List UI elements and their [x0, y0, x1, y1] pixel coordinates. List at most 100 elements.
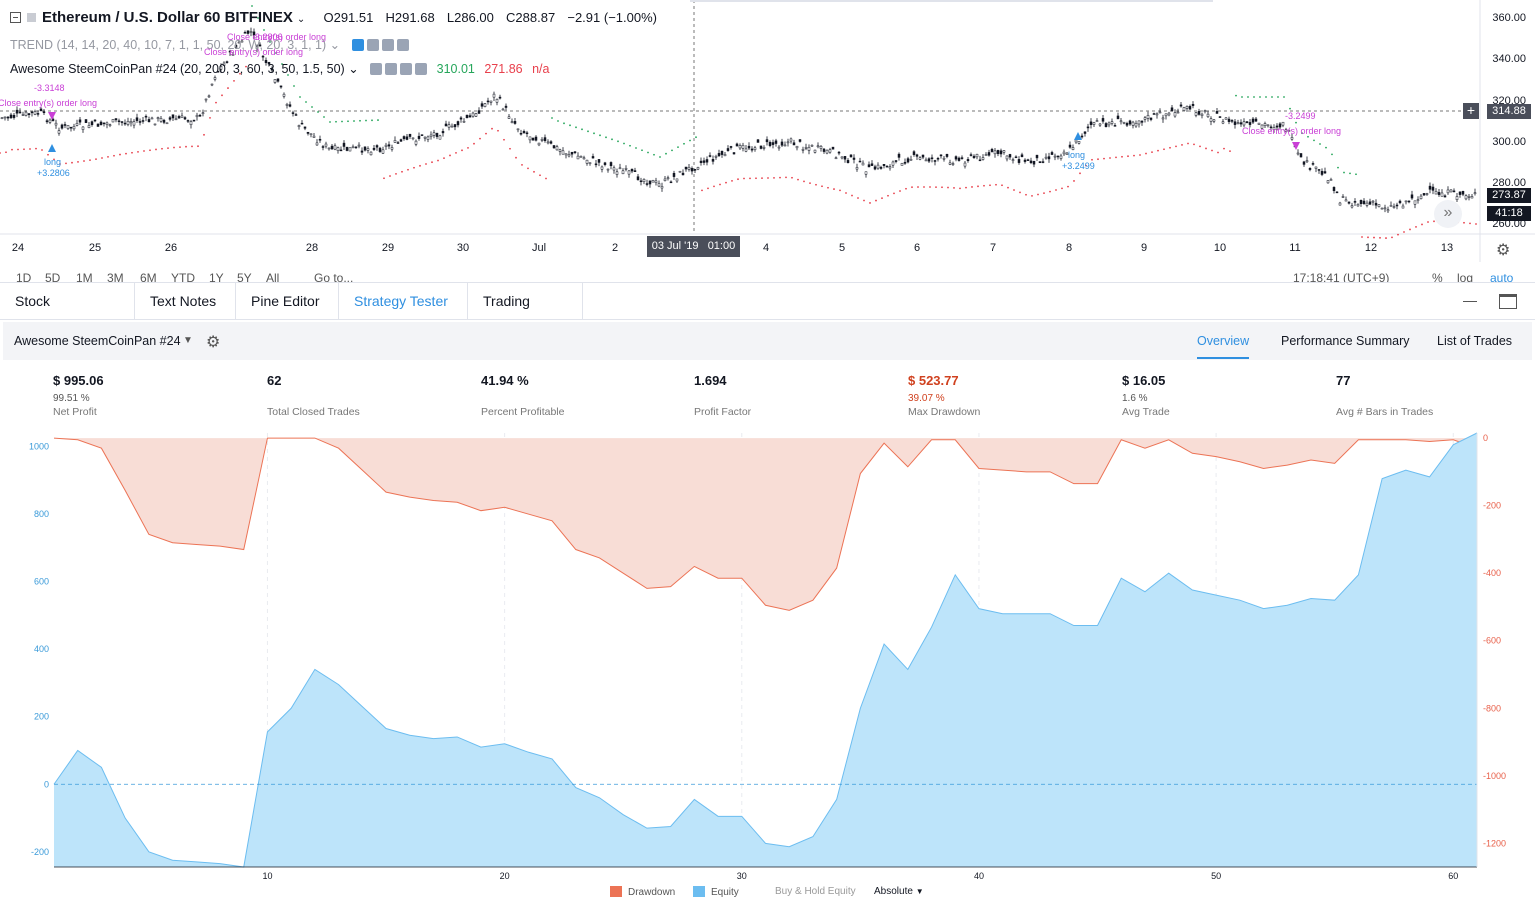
- range-5d[interactable]: 5D: [45, 271, 61, 282]
- candle-body: [399, 139, 403, 142]
- candle-body: [579, 156, 583, 158]
- candle-body: [792, 142, 796, 146]
- price-chart[interactable]: Close entry(s) order long-3.3148long+3.2…: [0, 0, 1535, 262]
- auto-toggle[interactable]: auto: [1490, 271, 1514, 282]
- tab-trading-panel[interactable]: Trading Panel: [468, 283, 583, 346]
- trailing-stop-dot: [293, 85, 295, 87]
- chevron-down-icon[interactable]: ⌄: [344, 62, 359, 76]
- trailing-stop-dot: [935, 186, 937, 188]
- gear-icon[interactable]: ⚙: [206, 334, 221, 351]
- subtab-list-of-trades[interactable]: List of Trades: [1437, 334, 1513, 348]
- range-all[interactable]: All: [266, 271, 280, 282]
- chart-settings-gear-icon[interactable]: ⚙: [1496, 242, 1511, 259]
- range-ytd[interactable]: YTD: [171, 271, 195, 282]
- trailing-stop-dot: [875, 199, 877, 202]
- legend-equity[interactable]: Equity: [693, 886, 739, 898]
- candle-body: [0, 117, 4, 119]
- chevron-down-icon[interactable]: ▼: [183, 335, 193, 346]
- eye-icon[interactable]: [351, 39, 364, 51]
- stat-net-profit: $ 995.06 99.51 % Net Profit: [53, 373, 104, 418]
- trailing-stop-dot: [0, 152, 1, 154]
- candle-body: [501, 108, 505, 111]
- trend-indicator-legend[interactable]: TREND (14, 14, 20, 40, 10, 7, 1, 1, 50, …: [10, 37, 409, 52]
- candle-body: [159, 118, 163, 122]
- trailing-stop-dot: [509, 147, 511, 150]
- equity-chart[interactable]: 1000 800 600 400 200 0 -200 0 -200 -400 -600 -800 -1…: [0, 425, 1535, 885]
- trailing-stop-dot: [635, 147, 637, 149]
- minimize-icon[interactable]: [1463, 301, 1477, 302]
- candle-body: [648, 180, 652, 185]
- close-icon[interactable]: [396, 39, 409, 51]
- trailing-stop-dot: [1433, 220, 1435, 223]
- candle-body: [402, 136, 406, 140]
- chevron-down-icon[interactable]: ⌄: [296, 14, 306, 25]
- crosshair-plus-icon[interactable]: +: [1463, 103, 1479, 119]
- strategy-legend[interactable]: Awesome SteemCoinPan #24 (20, 200, 3, 60…: [10, 61, 549, 76]
- close-icon[interactable]: [415, 63, 428, 75]
- candle-body: [198, 114, 202, 117]
- candle-body: [594, 163, 598, 166]
- tab-text-notes[interactable]: Text Notes: [135, 283, 236, 320]
- trailing-stop-dot: [137, 150, 139, 153]
- tab-stock-screener[interactable]: Stock Screener▼: [0, 283, 135, 346]
- maximize-icon[interactable]: [1499, 294, 1517, 309]
- time-axis-label: 25: [88, 242, 102, 254]
- source-code-icon[interactable]: [381, 39, 394, 51]
- legend-drawdown[interactable]: Drawdown: [610, 886, 675, 898]
- trailing-stop-dot: [803, 180, 805, 183]
- collapse-legend-icon[interactable]: [10, 12, 21, 23]
- candle-body: [624, 168, 628, 170]
- candle-body: [390, 147, 394, 150]
- tab-strategy-tester[interactable]: Strategy Tester: [339, 283, 468, 320]
- candle-body: [381, 149, 385, 154]
- range-1m[interactable]: 1M: [76, 271, 93, 282]
- settings-icon[interactable]: [366, 39, 379, 51]
- candle-body: [105, 122, 109, 125]
- strategy-indicator-label[interactable]: Awesome SteemCoinPan #24 (20, 200, 3, 60…: [10, 62, 345, 76]
- eye-icon[interactable]: [370, 63, 383, 75]
- settings-icon[interactable]: [385, 63, 398, 75]
- candle-body: [1011, 159, 1015, 161]
- percent-toggle[interactable]: %: [1432, 271, 1443, 282]
- source-code-icon[interactable]: [400, 63, 413, 75]
- candle-body: [1077, 141, 1081, 144]
- trailing-stop-dot: [1271, 96, 1273, 98]
- symbol-title[interactable]: Ethereum / U.S. Dollar: [42, 9, 200, 26]
- strategy-select[interactable]: Awesome SteemCoinPan #24: [14, 334, 181, 348]
- symbol-interval[interactable]: 60: [203, 9, 221, 26]
- trailing-stop-dot: [407, 168, 409, 171]
- trend-indicator-label[interactable]: TREND (14, 14, 20, 40, 10, 7, 1, 1, 50, …: [10, 38, 327, 52]
- trailing-stop-dot: [521, 163, 523, 166]
- range-5y[interactable]: 5Y: [237, 271, 252, 282]
- goto-button[interactable]: Go to...: [314, 271, 354, 282]
- stat-sub: 99.51 %: [53, 393, 90, 404]
- time-axis-label: 6: [913, 242, 921, 254]
- candle-body: [732, 152, 736, 155]
- log-toggle[interactable]: log: [1457, 271, 1474, 282]
- candle-body: [975, 153, 979, 158]
- legend-buy-hold[interactable]: Buy & Hold Equity: [775, 886, 856, 897]
- range-1y[interactable]: 1Y: [209, 271, 224, 282]
- trailing-stop-dot: [1301, 132, 1303, 135]
- candle-body: [39, 108, 43, 112]
- candle-body: [1206, 113, 1210, 117]
- scroll-to-realtime-button[interactable]: »: [1434, 200, 1462, 228]
- candle-body: [291, 112, 295, 114]
- price-chart-pane[interactable]: Close entry(s) order long -3.3148 long +3.2…: [0, 0, 1535, 262]
- mode-select[interactable]: Absolute ▼: [874, 886, 924, 897]
- trailing-stop-dot: [1247, 96, 1249, 98]
- trailing-stop-dot: [275, 52, 277, 54]
- candle-body: [699, 160, 703, 163]
- chevron-down-icon[interactable]: ⌄: [326, 38, 341, 52]
- trailing-stop-dot: [605, 136, 607, 139]
- range-6m[interactable]: 6M: [140, 271, 157, 282]
- range-1d[interactable]: 1D: [16, 271, 32, 282]
- right-axis-tick: -400: [1483, 568, 1501, 578]
- candle-body: [369, 151, 373, 156]
- range-3m[interactable]: 3M: [107, 271, 124, 282]
- tab-pine-editor[interactable]: Pine Editor: [236, 283, 339, 320]
- symbol-exchange[interactable]: BITFINEX: [224, 9, 293, 26]
- subtab-overview[interactable]: Overview: [1197, 334, 1250, 359]
- candle-body: [1401, 205, 1405, 209]
- subtab-performance-summary[interactable]: Performance Summary: [1281, 334, 1410, 348]
